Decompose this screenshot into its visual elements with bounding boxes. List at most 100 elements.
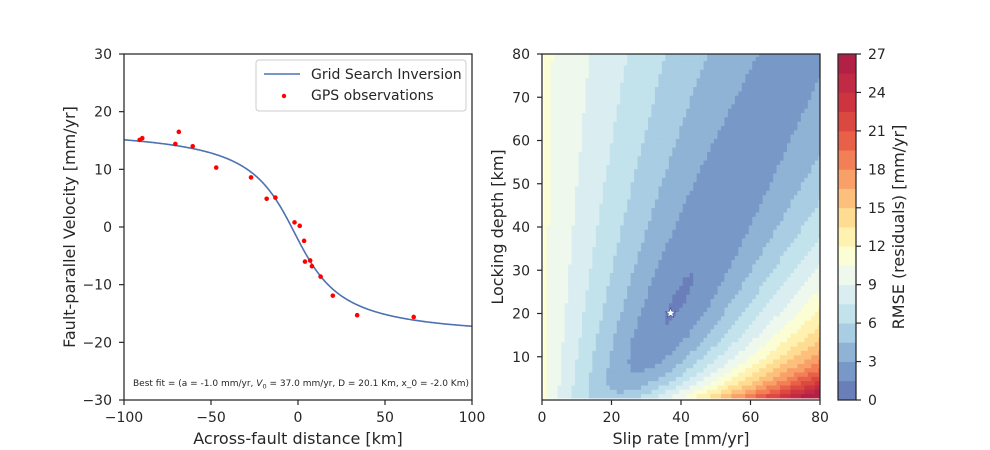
- contour-cell: [741, 134, 746, 139]
- contour-cell: [641, 289, 646, 295]
- gps-point: [297, 223, 303, 229]
- contour-cell: [707, 285, 712, 291]
- contour-cell: [717, 319, 722, 325]
- contour-cell: [668, 376, 673, 382]
- contour-cell: [748, 185, 753, 191]
- contour-cell: [762, 259, 767, 265]
- contour-cell: [686, 268, 691, 274]
- contour-cell: [613, 337, 618, 343]
- contour-cell: [700, 281, 705, 286]
- contour-cell: [804, 203, 809, 209]
- contour-cell: [595, 294, 600, 299]
- contour-cell: [686, 255, 691, 261]
- contour-cell: [700, 194, 705, 200]
- contour-cell: [762, 315, 767, 321]
- contour-cell: [734, 224, 739, 230]
- contour-cell: [814, 332, 819, 338]
- contour-cell: [665, 263, 670, 269]
- contour-cell: [707, 203, 712, 209]
- contour-cell: [644, 384, 649, 390]
- contour-cell: [658, 272, 663, 278]
- contour-cell: [696, 185, 701, 191]
- contour-cell: [682, 142, 687, 148]
- contour-cell: [786, 350, 792, 356]
- contour-cell: [710, 350, 715, 356]
- contour-cell: [630, 337, 635, 343]
- contour-cell: [686, 367, 691, 373]
- contour-cell: [707, 229, 712, 235]
- contour-cell: [780, 242, 785, 248]
- contour-cell: [554, 216, 559, 222]
- contour-cell: [609, 216, 614, 222]
- contour-cell: [588, 250, 593, 256]
- contour-cell: [804, 285, 809, 291]
- contour-cell: [797, 242, 802, 248]
- contour-cell: [661, 164, 666, 170]
- contour-cell: [700, 190, 705, 196]
- contour-cell: [731, 233, 736, 239]
- contour-cell: [679, 276, 684, 282]
- contour-cell: [581, 255, 587, 261]
- contour-cell: [811, 328, 816, 334]
- contour-cell: [773, 315, 778, 321]
- contour-cell: [661, 371, 666, 377]
- grid-search-inversion-line: [124, 139, 472, 328]
- contour-cell: [734, 384, 739, 390]
- contour-cell: [745, 129, 750, 135]
- contour-cell: [731, 216, 736, 222]
- contour-cell: [800, 159, 805, 165]
- contour-cell: [745, 229, 750, 235]
- contour-cell: [720, 237, 726, 243]
- contour-cell: [606, 337, 611, 343]
- contour-cell: [672, 350, 677, 356]
- contour-cell: [780, 237, 785, 243]
- contour-cell: [543, 363, 548, 369]
- contour-cell: [738, 198, 743, 204]
- contour-cell: [793, 151, 799, 157]
- contour-cell: [613, 268, 618, 274]
- contour-cell: [634, 216, 639, 222]
- contour-cell: [783, 298, 788, 304]
- contour-cell: [578, 302, 583, 308]
- contour-cell: [588, 363, 593, 369]
- contour-cell: [748, 142, 753, 148]
- contour-cell: [658, 393, 663, 399]
- contour-cell: [804, 367, 809, 373]
- contour-cell: [620, 354, 625, 360]
- contour-cell: [745, 233, 750, 239]
- contour-cell: [776, 164, 781, 170]
- contour-cell: [550, 276, 555, 282]
- contour-cell: [609, 142, 614, 148]
- contour-cell: [814, 354, 819, 360]
- contour-cell: [762, 207, 767, 213]
- contour-cell: [623, 341, 628, 347]
- contour-cell: [571, 285, 576, 291]
- contour-cell: [741, 341, 746, 347]
- contour-cell: [630, 311, 635, 317]
- contour-cell: [717, 393, 722, 399]
- contour-cell: [561, 220, 566, 226]
- contour-cell: [745, 268, 750, 274]
- contour-cell: [703, 250, 708, 256]
- contour-cell: [783, 242, 788, 248]
- contour-cell: [800, 380, 805, 386]
- contour-cell: [811, 363, 816, 369]
- contour-cell: [818, 298, 820, 304]
- contour-cell: [752, 289, 757, 295]
- contour-cell: [720, 185, 726, 191]
- contour-cell: [748, 345, 753, 351]
- contour-cell: [696, 203, 701, 209]
- contour-cell: [731, 319, 736, 325]
- contour-cell: [748, 371, 753, 377]
- contour-cell: [627, 177, 632, 183]
- contour-cell: [668, 216, 673, 222]
- contour-cell: [766, 172, 771, 178]
- contour-cell: [550, 233, 555, 239]
- contour-cell: [720, 276, 726, 282]
- contour-cell: [727, 289, 732, 295]
- contour-cell: [734, 281, 739, 286]
- contour-cell: [627, 181, 632, 187]
- contour-cell: [780, 367, 785, 373]
- contour-cell: [585, 384, 590, 390]
- contour-cell: [644, 142, 649, 148]
